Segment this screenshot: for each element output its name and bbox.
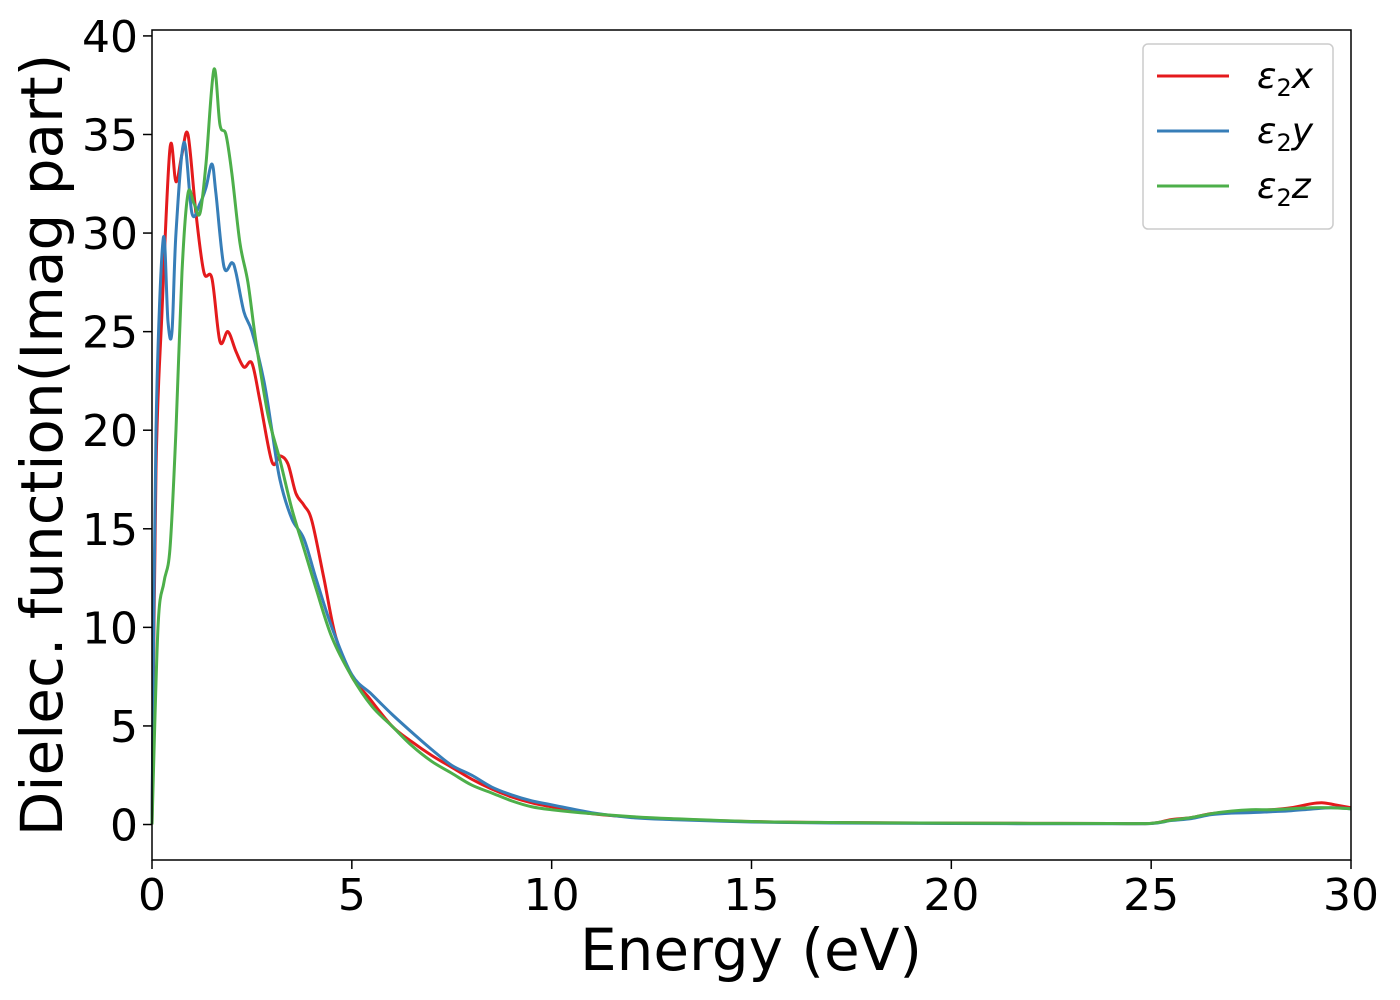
x-tick-label: 25 xyxy=(1123,870,1179,921)
y-tick-label: 15 xyxy=(82,505,138,556)
legend: ε2x ε2y ε2z xyxy=(1142,43,1334,230)
series-line-z xyxy=(150,67,1352,826)
y-tick-label: 25 xyxy=(82,308,138,359)
x-tick-label: 5 xyxy=(338,870,366,921)
legend-label-y: ε2y xyxy=(1257,111,1314,157)
y-tick-label: 20 xyxy=(82,406,138,457)
legend-label-x: ε2x xyxy=(1257,56,1314,102)
legend-box xyxy=(1142,43,1334,230)
y-tick-label: 10 xyxy=(82,603,138,654)
y-tick-label: 40 xyxy=(82,12,138,63)
y-tick-label: 35 xyxy=(82,110,138,161)
x-tick-label: 15 xyxy=(724,870,780,921)
y-axis-title: Dielec. function(Imag part) xyxy=(8,54,76,837)
y-axis-ticks: 0 5 10 15 20 25 30 35 40 xyxy=(82,12,152,852)
series-layer xyxy=(150,67,1352,826)
legend-label-z: ε2z xyxy=(1257,166,1312,212)
x-tick-label: 0 xyxy=(138,870,166,921)
x-tick-label: 20 xyxy=(923,870,979,921)
x-axis-title: Energy (eV) xyxy=(580,916,922,984)
x-tick-label: 10 xyxy=(524,870,580,921)
y-tick-label: 30 xyxy=(82,209,138,260)
x-axis-ticks: 0 5 10 15 20 25 30 xyxy=(138,860,1379,921)
y-tick-label: 5 xyxy=(110,702,138,753)
y-tick-label: 0 xyxy=(110,801,138,852)
x-tick-label: 30 xyxy=(1323,870,1379,921)
